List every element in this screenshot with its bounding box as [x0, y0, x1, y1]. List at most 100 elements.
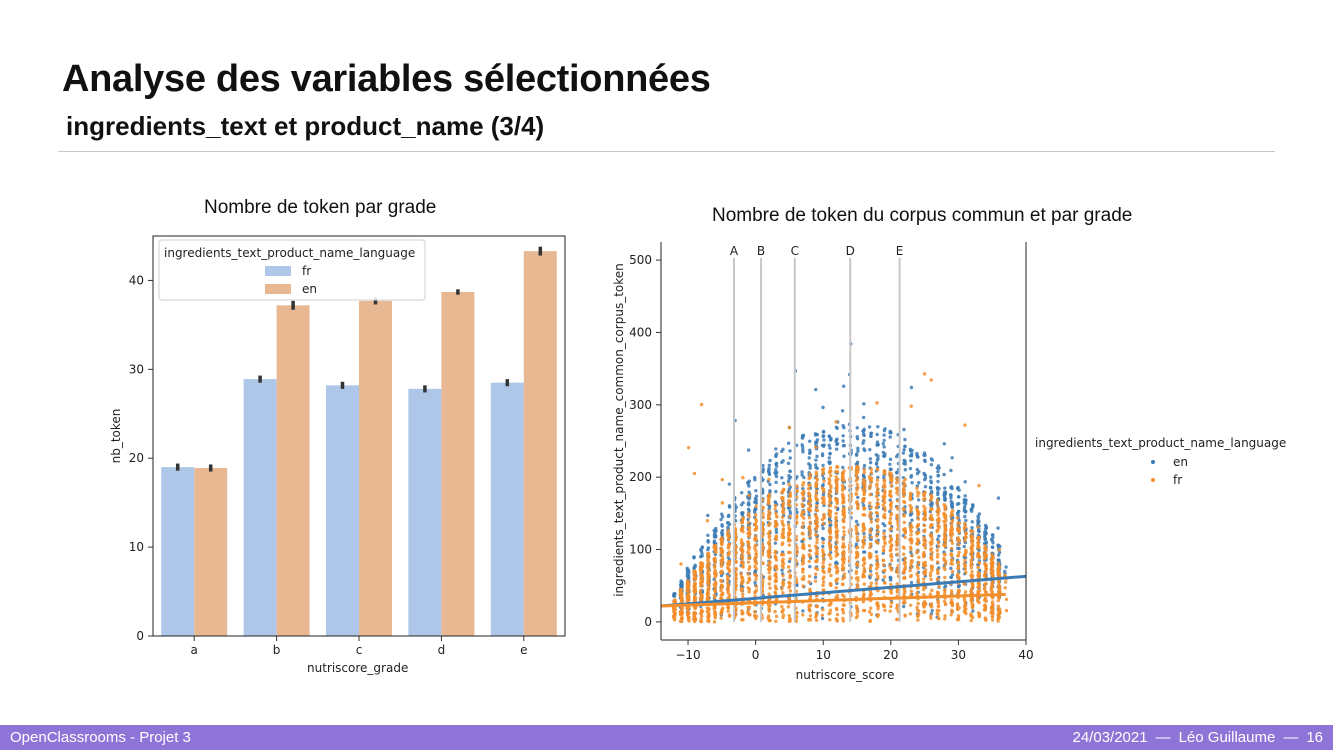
point-fr [815, 613, 819, 617]
point-fr [822, 575, 826, 579]
point-en [883, 427, 887, 431]
y-tick-label: 200 [629, 470, 652, 484]
point-fr [915, 532, 920, 536]
point-fr [768, 577, 772, 581]
point-en [854, 519, 859, 524]
point-en [901, 451, 906, 455]
point-en [768, 489, 772, 493]
legend-marker-en [1151, 460, 1155, 464]
point-fr [949, 528, 954, 533]
point-fr [741, 525, 745, 530]
point-en [672, 594, 677, 598]
point-fr [788, 573, 792, 578]
point-en [990, 545, 995, 549]
point-fr [970, 614, 974, 619]
point-fr [956, 607, 960, 612]
point-fr [828, 567, 832, 571]
point-fr [829, 573, 833, 578]
point-en [692, 566, 696, 571]
point-en [874, 550, 879, 554]
point-fr [679, 609, 684, 613]
point-fr [761, 561, 765, 566]
point-en [950, 501, 955, 506]
grade-label-A: A [730, 244, 739, 258]
point-fr [814, 470, 818, 474]
point-fr [705, 564, 710, 568]
point-fr [767, 592, 771, 596]
point-en [720, 512, 724, 516]
point-fr [821, 583, 825, 588]
legend-swatch-en [265, 284, 291, 294]
point-fr [746, 572, 750, 576]
point-fr [956, 560, 960, 565]
point-en [990, 538, 995, 543]
point-fr [727, 614, 732, 618]
point-fr [923, 572, 927, 576]
y-tick-label: 400 [629, 325, 652, 339]
point-en [786, 479, 791, 484]
point-fr [781, 574, 785, 578]
point-en [910, 452, 914, 456]
point-en [950, 504, 955, 509]
point-en [706, 539, 710, 543]
point-en [774, 474, 779, 479]
point-fr [699, 561, 703, 565]
point-fr [895, 552, 900, 557]
point-fr [699, 614, 704, 618]
point-fr [740, 556, 745, 561]
point-fr [706, 592, 711, 596]
point-fr [692, 615, 697, 619]
point-en [957, 501, 961, 506]
point-fr [909, 509, 913, 514]
point-en [821, 537, 826, 542]
point-fr [902, 485, 906, 489]
point-fr [855, 611, 859, 615]
point-en [699, 547, 703, 552]
point-fr [928, 614, 933, 618]
point-en [795, 510, 799, 515]
point-en [888, 575, 892, 580]
point-en [841, 384, 846, 388]
point-en [808, 564, 812, 569]
point-fr [693, 585, 697, 590]
point-fr [808, 483, 812, 487]
point-fr [766, 563, 771, 567]
bar-fr-e [490, 382, 524, 636]
point-fr [856, 464, 860, 469]
point-en [821, 526, 825, 531]
point-fr [720, 543, 724, 547]
point-en [923, 485, 928, 489]
point-fr [774, 537, 779, 542]
point-fr [781, 615, 785, 620]
point-en [800, 436, 805, 440]
point-fr [719, 616, 723, 620]
point-en [963, 494, 967, 498]
point-fr [754, 504, 758, 508]
point-fr [835, 566, 840, 571]
point-fr [956, 536, 960, 540]
point-fr [949, 591, 954, 595]
point-fr [754, 616, 758, 621]
point-fr [773, 609, 777, 614]
point-fr [936, 552, 940, 556]
point-fr [821, 564, 826, 569]
point-fr [795, 484, 799, 488]
point-fr [908, 569, 912, 573]
point-fr [915, 551, 919, 555]
point-fr [923, 490, 927, 495]
point-fr [861, 538, 865, 543]
point-en [936, 537, 940, 542]
point-fr [862, 506, 866, 511]
point-fr [996, 585, 1000, 590]
point-en [976, 514, 980, 518]
point-en [821, 444, 826, 448]
point-fr [956, 553, 961, 557]
point-fr [807, 525, 812, 529]
point-en [820, 616, 825, 621]
point-fr [963, 558, 967, 563]
point-en [774, 467, 778, 472]
point-fr [964, 570, 968, 575]
point-fr [990, 618, 995, 622]
point-fr [901, 494, 906, 498]
point-fr [895, 582, 899, 586]
